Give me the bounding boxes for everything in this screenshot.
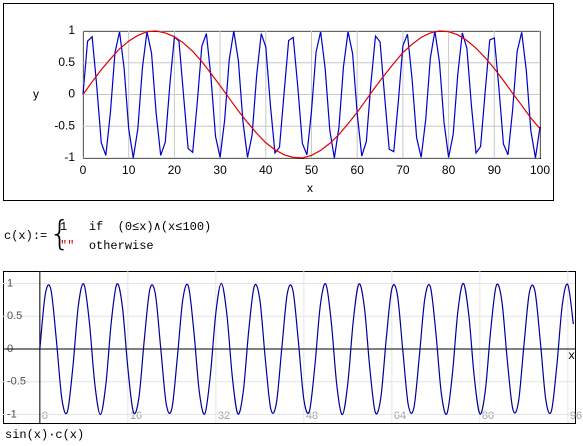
function-name: c(x) (4, 229, 33, 243)
x-tick-label: 60 (351, 163, 365, 177)
x-tick-label: 80 (442, 163, 456, 177)
case-condition: otherwise (88, 239, 154, 253)
case-condition: if (0≤x)∧(x≤100) (88, 220, 212, 234)
y-tick-label: -1 (64, 150, 75, 164)
x-tick-label: 0 (80, 163, 87, 177)
x-axis-label: x (307, 181, 313, 195)
plot-frame (3, 271, 576, 424)
y-tick-label: 1 (68, 23, 75, 37)
case-value: "" (60, 239, 75, 253)
x-tick-label: 80 (482, 410, 494, 422)
y-axis-label: y (33, 87, 39, 101)
y-tick-label: -0.5 (7, 376, 26, 388)
x-tick-label: 90 (488, 163, 502, 177)
x-tick-label: 20 (168, 163, 182, 177)
brace: { (49, 214, 71, 254)
y-axis-label: sin(x)·c(x) (5, 428, 84, 442)
x-tick-label: 30 (213, 163, 227, 177)
x-tick-label: 70 (396, 163, 410, 177)
data-line (82, 30, 541, 159)
y-tick-label: 1 (7, 277, 13, 289)
y-tick-label: 0.5 (58, 55, 75, 69)
case-2: "" otherwise (60, 239, 154, 253)
y-tick-label: 0 (68, 87, 75, 101)
x-tick-label: 0 (42, 410, 48, 422)
x-tick-label: 10 (122, 163, 136, 177)
x-tick-label: 40 (259, 163, 273, 177)
x-tick-label: 100 (530, 163, 550, 177)
y-tick-label: -1 (7, 408, 17, 420)
data-line (39, 282, 574, 416)
x-tick-label: 16 (130, 410, 142, 422)
case-value: 1 (60, 220, 68, 234)
plot-frame (3, 3, 554, 201)
y-tick-label: -0.5 (54, 118, 75, 132)
case-1: 1 if (0≤x)∧(x≤100) (60, 219, 211, 234)
x-tick-label: 96 (570, 410, 582, 422)
x-tick-label: 50 (305, 163, 319, 177)
y-tick-label: 0.5 (7, 310, 22, 322)
assign-operator: := (32, 229, 48, 243)
x-tick-label: 32 (218, 410, 230, 422)
formula-lhs: c(x):= (4, 229, 47, 243)
x-axis-label: x (568, 349, 575, 363)
x-tick-label: 48 (306, 410, 318, 422)
x-tick-label: 64 (394, 410, 406, 422)
